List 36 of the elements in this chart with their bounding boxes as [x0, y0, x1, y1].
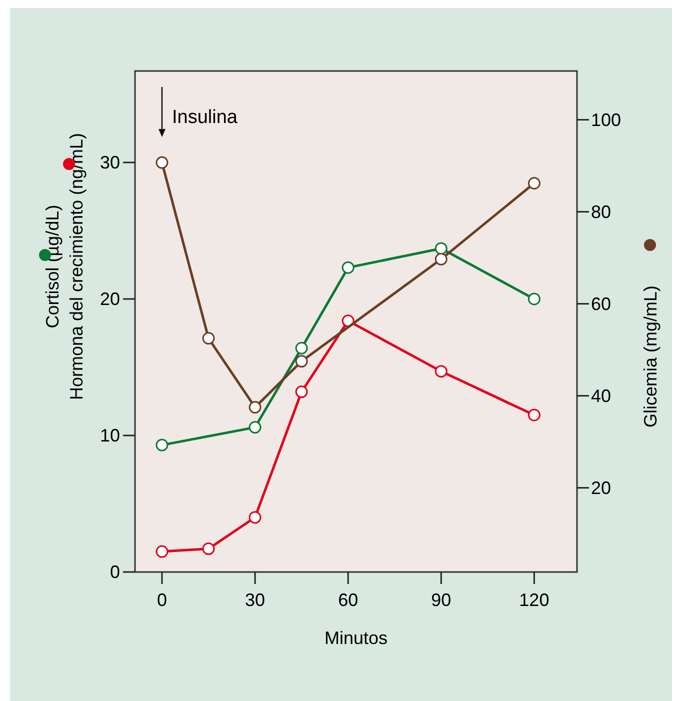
point [434, 252, 448, 266]
point [434, 242, 448, 255]
y2-axis-title: Glicemia (mg/mL) [640, 285, 660, 428]
point [528, 292, 540, 306]
point [156, 438, 168, 452]
x-tick-label: 60 [338, 590, 358, 610]
y2-tick-label: 100 [591, 110, 622, 130]
point [202, 332, 215, 345]
x-tick-label: 0 [156, 590, 167, 610]
y-axis-title: Cortisol (µg/dL) Hormona del crecimiento (ng/mL) [42, 132, 86, 400]
x-tick-label: 120 [519, 590, 550, 610]
point [342, 261, 354, 274]
y-tick-label: 10 [100, 425, 120, 446]
y2-tick-label: 40 [591, 386, 612, 406]
point [202, 542, 215, 556]
point [295, 355, 308, 368]
y-tick-label: 20 [100, 288, 120, 309]
annotation: Insulina [172, 107, 238, 128]
y2-tick-label: 60 [591, 294, 612, 314]
point [295, 386, 308, 398]
point [528, 177, 540, 190]
y-tick-label: 0 [110, 562, 120, 582]
point [248, 401, 262, 414]
point [156, 156, 168, 169]
point [528, 408, 540, 422]
point [295, 342, 308, 354]
y2-tick-label: 20 [591, 478, 612, 498]
x-tick-label: 90 [431, 590, 452, 610]
point [156, 545, 168, 558]
point [248, 421, 262, 434]
y-tick-label: 30 [100, 152, 120, 172]
y2-tick-label: 80 [591, 202, 612, 222]
point [434, 365, 448, 378]
point [248, 511, 262, 524]
x-axis-title: Minutos [324, 628, 388, 648]
x-tick-label: 30 [245, 590, 266, 610]
